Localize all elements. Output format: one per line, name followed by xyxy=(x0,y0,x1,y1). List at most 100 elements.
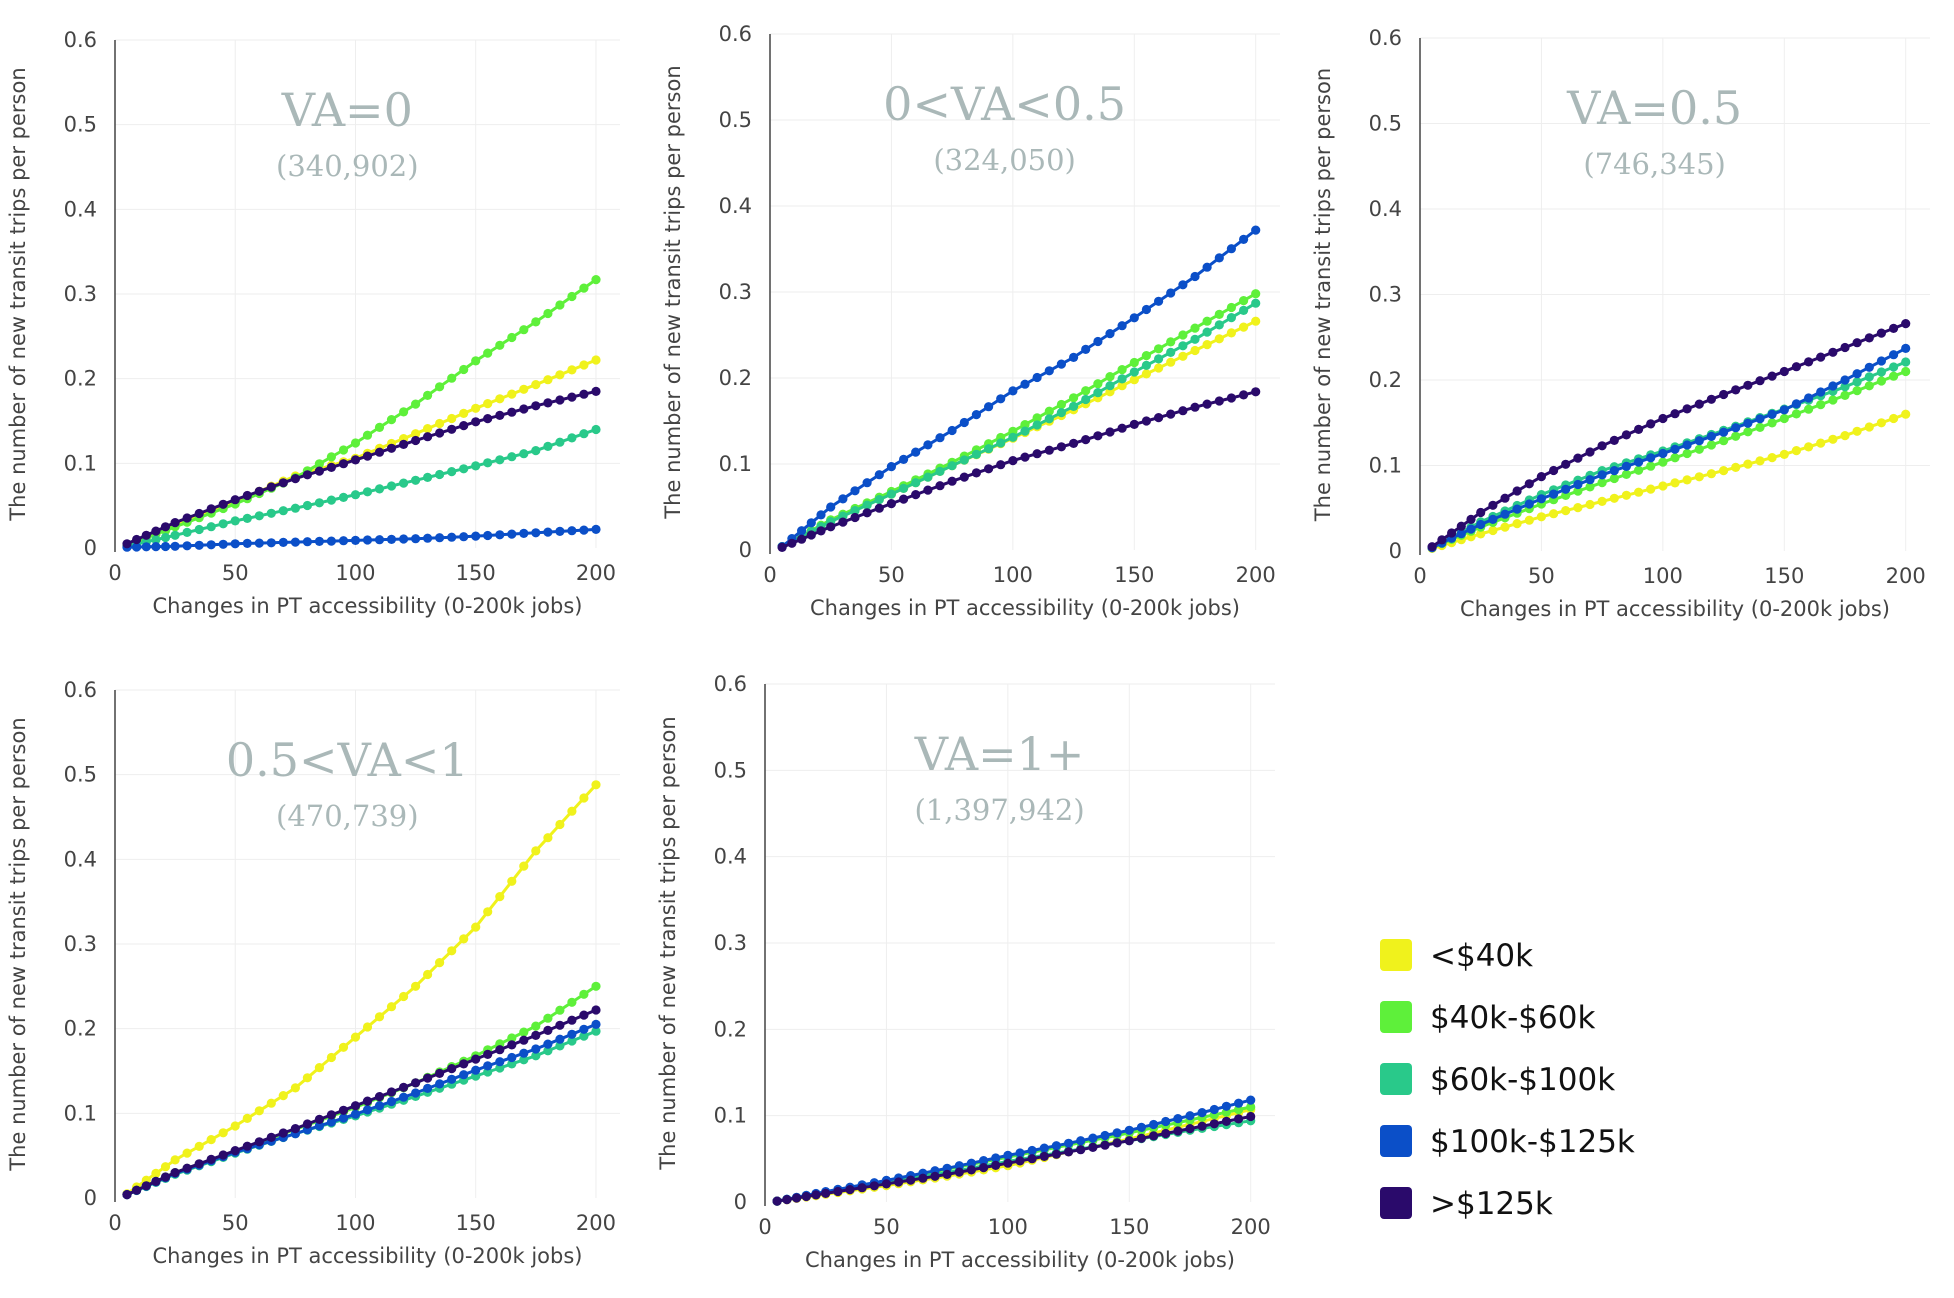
data-point xyxy=(1694,472,1704,482)
data-point xyxy=(254,538,264,548)
y-tick-label: 0.6 xyxy=(714,672,747,696)
data-point xyxy=(1117,365,1127,375)
data-point xyxy=(1226,313,1236,323)
data-point xyxy=(1251,316,1261,326)
data-point xyxy=(254,1106,264,1116)
data-point xyxy=(1755,456,1765,466)
data-point xyxy=(326,1052,336,1063)
data-point xyxy=(1573,503,1583,513)
data-point xyxy=(555,437,565,447)
data-point xyxy=(1112,1138,1122,1148)
data-point xyxy=(591,1005,601,1015)
data-point xyxy=(519,384,529,394)
data-point xyxy=(519,528,529,539)
data-point xyxy=(862,500,872,510)
data-point xyxy=(290,474,300,484)
x-tick-label: 200 xyxy=(1236,563,1276,587)
data-point xyxy=(519,1055,529,1065)
legend-label: <$40k xyxy=(1430,938,1533,974)
data-point xyxy=(531,380,541,390)
data-point xyxy=(1088,1142,1098,1152)
data-point xyxy=(930,1171,940,1181)
data-point xyxy=(1239,322,1249,332)
data-point xyxy=(1804,442,1814,452)
data-point xyxy=(857,1183,867,1193)
data-point xyxy=(567,1029,577,1039)
data-point xyxy=(1117,423,1127,433)
data-point xyxy=(567,1036,577,1046)
x-axis-label: Changes in PT accessibility (0-200k jobs… xyxy=(810,596,1240,620)
data-point xyxy=(886,462,897,472)
data-point xyxy=(1466,514,1476,525)
data-point xyxy=(302,537,312,547)
data-point xyxy=(1105,329,1115,339)
data-point xyxy=(881,1179,892,1189)
data-point xyxy=(459,421,469,431)
data-point xyxy=(1876,418,1886,428)
series-1 xyxy=(122,780,601,1199)
data-point xyxy=(1706,440,1716,450)
data-point xyxy=(338,1105,349,1115)
data-point xyxy=(1609,473,1619,484)
data-point xyxy=(1069,438,1079,448)
panel-title: 0.5<VA<1 xyxy=(226,733,469,787)
data-point xyxy=(1124,1125,1134,1135)
y-tick-label: 0.5 xyxy=(64,113,97,137)
data-point xyxy=(1828,434,1838,444)
data-point xyxy=(350,438,361,448)
data-point xyxy=(1032,420,1042,430)
data-point xyxy=(495,340,505,350)
data-point xyxy=(1864,333,1874,343)
data-point xyxy=(1828,347,1838,357)
data-point xyxy=(386,1002,397,1012)
data-point xyxy=(1093,388,1103,398)
data-point xyxy=(1488,525,1498,536)
data-point xyxy=(132,542,142,552)
data-point xyxy=(935,466,945,476)
data-point xyxy=(1609,466,1619,476)
data-point xyxy=(567,997,577,1007)
data-point xyxy=(886,489,897,499)
data-point xyxy=(1488,500,1498,510)
y-tick-label: 0.5 xyxy=(1369,112,1402,136)
data-point xyxy=(1214,396,1224,406)
data-point xyxy=(1003,1150,1013,1160)
data-point xyxy=(1056,359,1066,369)
data-point xyxy=(435,382,445,392)
legend-swatch xyxy=(1380,1187,1412,1219)
y-tick-label: 0.6 xyxy=(719,22,752,46)
data-point xyxy=(230,539,240,549)
data-point xyxy=(459,532,469,542)
data-point xyxy=(141,542,151,552)
y-tick-label: 0.6 xyxy=(1369,26,1402,50)
data-point xyxy=(350,490,361,500)
data-point xyxy=(350,455,361,465)
data-point xyxy=(1864,381,1874,391)
data-point xyxy=(1634,465,1644,475)
data-point xyxy=(591,981,601,991)
data-point xyxy=(1488,514,1498,525)
data-point xyxy=(555,1041,565,1051)
data-point xyxy=(1791,399,1801,409)
data-point xyxy=(1081,344,1091,354)
data-point xyxy=(1027,1145,1037,1156)
data-point xyxy=(567,365,577,375)
data-point xyxy=(991,1160,1001,1170)
panel-3: 0 0.1 0.2 0.3 0.4 0.5 0.6 0 50 100 150 200 Changes i… xyxy=(1311,26,1930,621)
panel-subtitle: (746,345) xyxy=(1583,147,1726,181)
data-point xyxy=(959,455,969,465)
data-point xyxy=(230,1146,240,1156)
data-point xyxy=(326,452,336,462)
data-point xyxy=(1141,416,1151,426)
data-point xyxy=(1621,430,1631,440)
data-point xyxy=(1190,271,1200,282)
data-point xyxy=(374,447,385,457)
data-point xyxy=(374,1012,385,1022)
data-point xyxy=(314,536,324,547)
data-point xyxy=(507,389,517,399)
data-point xyxy=(1044,366,1054,376)
data-point xyxy=(838,517,848,527)
data-point xyxy=(1706,394,1716,404)
data-point xyxy=(1056,408,1066,418)
data-point xyxy=(899,454,909,464)
